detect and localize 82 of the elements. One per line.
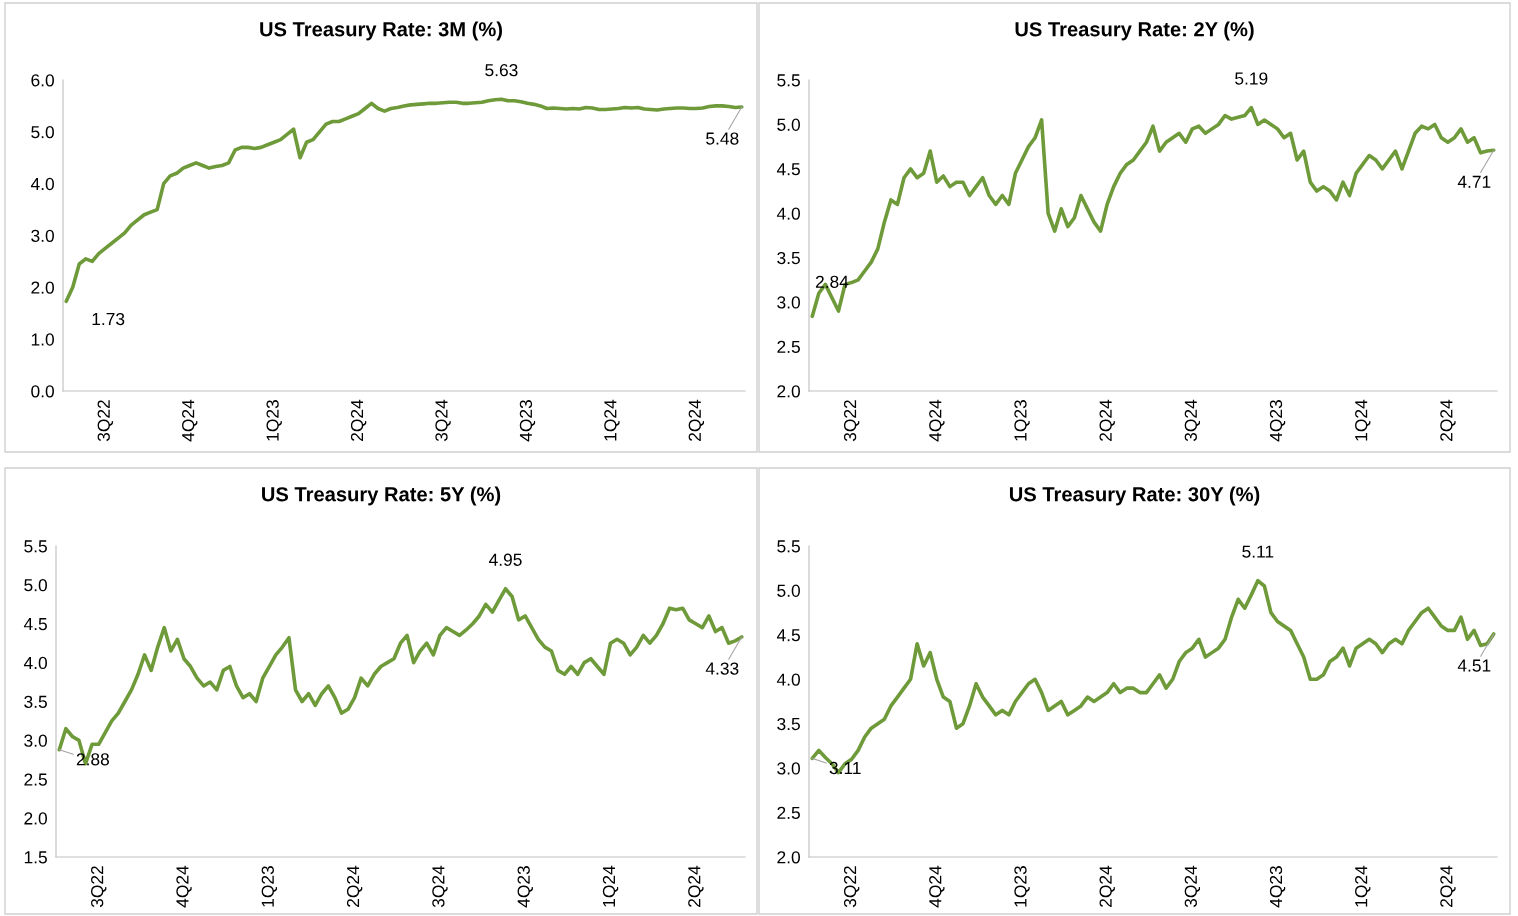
line-series	[810, 578, 1496, 775]
y-tick-label: 3.0	[24, 734, 47, 747]
chart-title: US Treasury Rate: 30Y (%)	[1009, 486, 1260, 506]
chart-title: US Treasury Rate: 2Y (%)	[1015, 21, 1254, 41]
x-tick-label: 3Q22	[843, 400, 860, 442]
x-tick-label: 4Q24	[929, 399, 945, 442]
annotation: 2.84	[815, 275, 849, 288]
x-tick-label: 2Q24	[688, 399, 705, 441]
y-tick-label: 4.0	[776, 673, 800, 686]
x-tick-label: 1Q24	[1355, 865, 1371, 907]
y-tick-label: 2.5	[777, 340, 800, 354]
annotation: 5.63	[485, 64, 518, 77]
y-tick-label: 2.0	[777, 385, 800, 398]
y-tick-label: 3.5	[777, 717, 800, 731]
x-tick-label: 3Q24	[1184, 865, 1201, 908]
y-tick-label: 4.0	[23, 656, 47, 670]
annotation: 4.33	[705, 662, 739, 675]
y-tick-label: 1.0	[31, 333, 54, 346]
y-tick-label: 3.0	[31, 229, 54, 242]
y-tick-label: 2.0	[31, 281, 54, 294]
y-tick-label: 4.0	[776, 207, 800, 220]
x-tick-label: 2Q24	[350, 399, 367, 441]
annotation: 5.11	[1242, 545, 1274, 558]
y-tick-label: 5.0	[31, 126, 54, 139]
y-tick-label: 2.0	[24, 812, 47, 825]
chart-title: US Treasury Rate: 3M (%)	[260, 21, 502, 41]
x-tick-label: 4Q23	[1269, 400, 1286, 442]
x-tick-label: 3Q22	[91, 866, 107, 908]
y-tick-label: 5.5	[777, 74, 800, 87]
x-tick-label: 3Q24	[1184, 399, 1201, 442]
x-tick-label: 3Q24	[432, 865, 448, 908]
x-tick-label: 4Q24	[176, 865, 192, 908]
y-tick-label: 6.0	[31, 74, 54, 87]
annotation: 4.51	[1457, 659, 1491, 672]
y-tick-label: 3.5	[24, 695, 47, 708]
y-tick-label: 3.5	[777, 251, 800, 265]
x-tick-label: 2Q24	[1099, 865, 1115, 907]
y-tick-label: 1.5	[24, 851, 47, 864]
line-series	[810, 105, 1496, 319]
x-tick-label: 1Q23	[1014, 400, 1030, 441]
y-tick-label: 5.0	[777, 584, 800, 597]
y-tick-label: 4.5	[23, 618, 47, 631]
annotation: 4.95	[489, 553, 522, 566]
y-tick-label: 2.5	[777, 806, 800, 820]
line-series	[57, 586, 744, 766]
line-series	[64, 97, 744, 304]
annotation: 5.19	[1235, 72, 1268, 85]
y-tick-label: 4.5	[776, 629, 800, 642]
x-tick-label: 4Q23	[1269, 866, 1286, 908]
y-tick-label: 5.5	[777, 540, 800, 553]
x-tick-label: 4Q24	[929, 865, 945, 908]
chart-title: US Treasury Rate: 5Y (%)	[262, 486, 501, 506]
x-tick-label: 4Q23	[517, 866, 533, 908]
y-tick-label: 5.5	[24, 540, 47, 553]
x-tick-label: 1Q23	[261, 866, 278, 907]
y-tick-label: 4.5	[776, 163, 800, 176]
x-tick-label: 3Q22	[97, 400, 113, 442]
y-tick-label: 4.0	[30, 177, 54, 191]
annotation: 4.71	[1457, 175, 1491, 188]
y-tick-label: 2.5	[24, 773, 47, 786]
x-tick-label: 3Q24	[435, 399, 451, 442]
x-tick-label: 2Q24	[1099, 399, 1115, 441]
x-tick-label: 2Q24	[1440, 865, 1456, 907]
annotation: 1.73	[92, 312, 125, 326]
y-tick-label: 3.0	[777, 296, 800, 309]
annotation: 5.48	[706, 132, 739, 145]
y-tick-label: 0.0	[31, 385, 54, 398]
y-tick-label: 2.0	[777, 851, 800, 864]
x-tick-label: 2Q24	[1440, 399, 1456, 441]
y-tick-label: 5.0	[24, 579, 47, 592]
y-tick-label: 3.0	[777, 762, 800, 775]
x-tick-label: 2Q24	[688, 865, 704, 907]
x-tick-label: 1Q23	[1014, 866, 1030, 907]
x-tick-label: 4Q24	[182, 399, 198, 442]
x-tick-label: 4Q23	[519, 400, 536, 442]
x-tick-label: 1Q24	[604, 399, 620, 441]
x-tick-label: 1Q23	[266, 400, 282, 441]
x-tick-label: 3Q22	[843, 866, 860, 908]
y-tick-label: 5.0	[777, 118, 800, 131]
x-tick-label: 2Q24	[346, 865, 363, 907]
x-tick-label: 1Q24	[602, 865, 619, 907]
x-tick-label: 1Q24	[1355, 399, 1371, 441]
